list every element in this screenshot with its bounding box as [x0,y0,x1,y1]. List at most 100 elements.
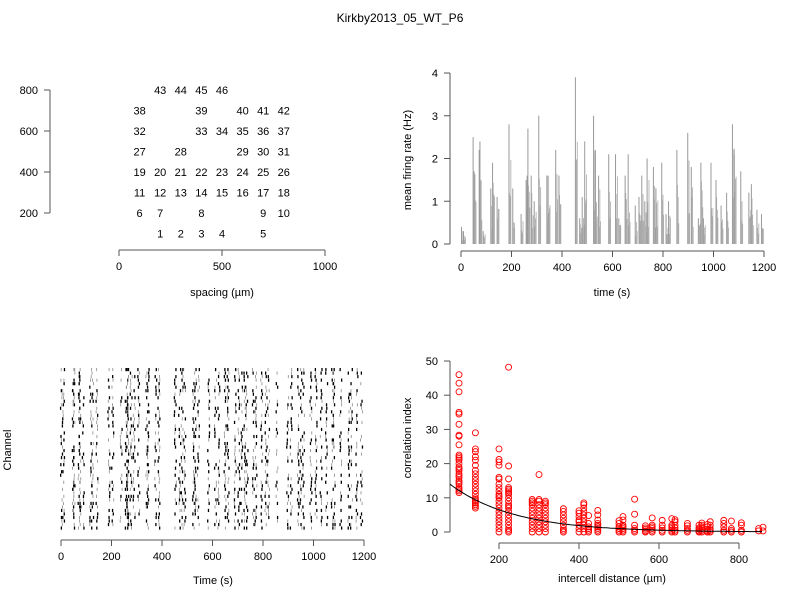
correlation-point [528,525,536,533]
correlation-point [575,518,583,526]
correlation-point [505,485,513,493]
correlation-point [580,521,588,529]
electrode-label: 15 [216,188,228,200]
correlation-point [755,527,763,535]
correlation-point [505,489,513,497]
electrode-label: 1 [157,229,163,241]
electrode-label: 29 [236,147,248,159]
correlation-point [580,504,588,512]
correlation-point [455,455,463,462]
electrode-label: 22 [195,167,207,179]
electrode-label: 26 [278,167,290,179]
correlation-point [594,528,602,536]
correlation-point [505,525,513,533]
electrode-label: 5 [260,229,266,241]
correlation-point [528,499,536,507]
electrode-label: 30 [257,147,269,159]
correlation-point [559,508,567,515]
correlation-point [495,514,503,522]
x-tick-label: 600 [603,262,621,274]
correlation-point [619,513,627,521]
y-axis-label: mean firing rate (Hz) [402,110,414,210]
electrode-label: 23 [216,167,228,179]
correlation-panel: intercell distance (µm) correlation inde… [402,356,767,585]
correlation-point [495,528,503,536]
correlation-point [471,453,479,461]
correlation-point [619,521,627,529]
electrode-label: 41 [257,106,269,118]
electrode-label: 28 [175,147,187,159]
x-tick-label: 0 [458,262,464,274]
correlation-point [505,504,513,512]
electrode-label: 34 [216,126,228,138]
correlation-point [541,508,549,515]
electrode-label: 24 [236,167,248,179]
correlation-point [455,485,463,493]
correlation-point [727,526,735,534]
raster-panel: Time (s) Channel 0 200 400 600 800 1000 1200 [2,368,376,587]
electrode-label: 44 [175,85,187,97]
correlation-point [619,516,627,524]
x-tick-label: 1200 [752,262,776,274]
correlation-point [505,521,513,529]
correlation-point [541,525,549,533]
correlation-point [455,472,463,480]
correlation-point [495,494,503,502]
correlation-point [541,504,549,512]
correlation-point [471,466,479,474]
correlation-point [631,510,639,518]
correlation-point [658,521,666,529]
electrode-label: 13 [175,188,187,200]
correlation-point [759,527,767,535]
x-tick-label: 400 [153,551,171,563]
x-tick-label: 0 [58,551,64,563]
correlation-point [505,475,513,483]
electrode-label: 9 [260,208,266,220]
x-tick-label: 400 [570,554,588,566]
y-tick-label: 10 [426,493,438,505]
correlation-point [455,410,463,418]
y-tick-label: 4 [432,68,438,80]
figure-title: Kirkby2013_05_WT_P6 [337,11,464,25]
correlation-point [585,525,593,533]
correlation-point [594,521,602,529]
correlation-point [505,497,513,505]
correlation-point [535,496,543,503]
correlation-point [471,429,479,437]
correlation-point [619,523,627,531]
correlation-point [471,490,479,498]
correlation-point [455,480,463,488]
electrode-label: 19 [133,167,145,179]
correlation-point [683,520,691,527]
correlation-point [615,520,623,527]
x-axis-label: time (s) [594,287,631,299]
electrode-label: 21 [175,167,187,179]
correlation-point [706,526,714,534]
correlation-point [683,525,691,533]
correlation-point [495,511,503,519]
correlation-point [528,521,536,529]
x-axis-label: spacing (µm) [190,287,254,299]
correlation-point [495,492,503,500]
correlation-point [528,501,536,509]
correlation-point [727,528,735,536]
correlation-point [541,511,549,519]
electrode-label: 8 [198,208,204,220]
correlation-point [535,471,543,478]
correlation-point [671,528,679,536]
correlation-point [683,528,691,536]
electrode-label: 45 [195,85,207,97]
correlation-point [648,521,656,529]
correlation-point [455,432,463,440]
correlation-point [559,518,567,526]
correlation-point [495,487,503,495]
correlation-point [495,497,503,505]
correlation-point [505,487,513,495]
correlation-point [720,516,728,524]
correlation-point [471,484,479,491]
electrode-label: 25 [257,167,269,179]
correlation-point [648,525,656,533]
correlation-point [495,525,503,533]
electrode-label: 10 [278,208,290,220]
correlation-point [631,526,639,534]
